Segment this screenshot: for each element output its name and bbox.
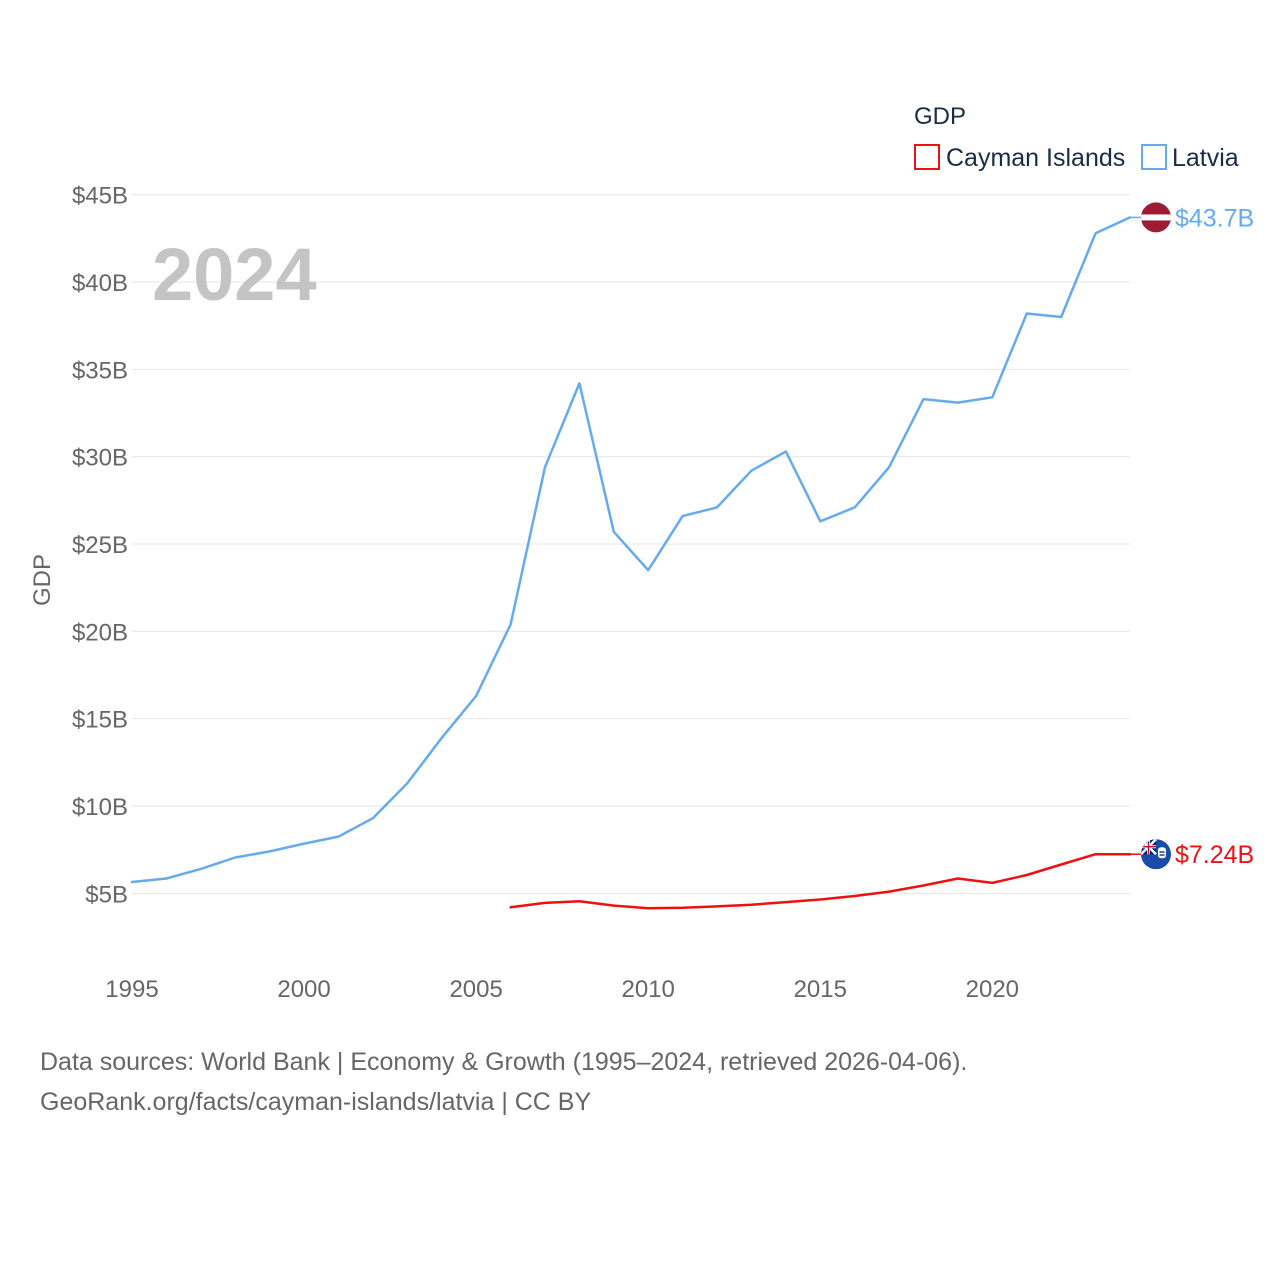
legend-label-cayman-islands: Cayman Islands (946, 144, 1125, 172)
year-watermark: 2024 (152, 233, 317, 316)
gdp-line-chart: $5B $10B $15B $20B $25B $30B $35B $40B $45B 1995… (29, 103, 1254, 1003)
series-lines (130, 216, 1132, 910)
y-tick-label: $25B (72, 532, 128, 559)
y-axis-tick-labels: $5B $10B $15B $20B $25B $30B $35B $40B $45B (72, 183, 128, 909)
y-tick-label: $35B (72, 357, 128, 384)
source-line-2: GeoRank.org/facts/cayman-islands/latvia … (40, 1088, 592, 1116)
source-line-1: Data sources: World Bank | Economy & Gro… (40, 1048, 968, 1076)
data-source-note: Data sources: World Bank | Economy & Gro… (40, 1042, 1240, 1122)
x-axis-tick-labels: 1995 2000 2005 2010 2015 2020 (105, 976, 1019, 1003)
grid-lines (132, 194, 1130, 894)
series-line-latvia (130, 216, 1132, 884)
cayman-islands-flag-icon (1141, 839, 1171, 870)
series-line-cayman-islands (509, 852, 1132, 910)
end-value-label-cayman-islands: $7.24B (1175, 841, 1254, 869)
end-value-label-latvia: $43.7B (1175, 204, 1254, 232)
legend-swatch-cayman-islands (914, 144, 940, 170)
latvia-flag-icon (1141, 202, 1171, 233)
y-axis-title: GDP (29, 554, 56, 606)
series-end-markers: $7.24B $43.7B (1130, 202, 1254, 870)
x-tick-label: 2010 (622, 976, 675, 1003)
legend-label-latvia: Latvia (1172, 144, 1239, 172)
x-tick-label: 2020 (966, 976, 1019, 1003)
y-tick-label: $30B (72, 445, 128, 472)
legend-title: GDP (914, 103, 966, 130)
x-tick-label: 2005 (449, 976, 502, 1003)
y-tick-label: $40B (72, 270, 128, 297)
y-tick-label: $20B (72, 619, 128, 646)
legend: GDP Cayman Islands Latvia (914, 103, 1239, 172)
x-tick-label: 2015 (794, 976, 847, 1003)
y-tick-label: $5B (85, 881, 128, 908)
legend-item-cayman-islands[interactable]: Cayman Islands (914, 144, 1125, 172)
y-tick-label: $15B (72, 707, 128, 734)
legend-item-latvia[interactable]: Latvia (1141, 144, 1239, 172)
y-tick-label: $45B (72, 183, 128, 210)
x-tick-label: 2000 (277, 976, 330, 1003)
y-tick-label: $10B (72, 794, 128, 821)
legend-swatch-latvia (1141, 144, 1167, 170)
x-tick-label: 1995 (105, 976, 158, 1003)
